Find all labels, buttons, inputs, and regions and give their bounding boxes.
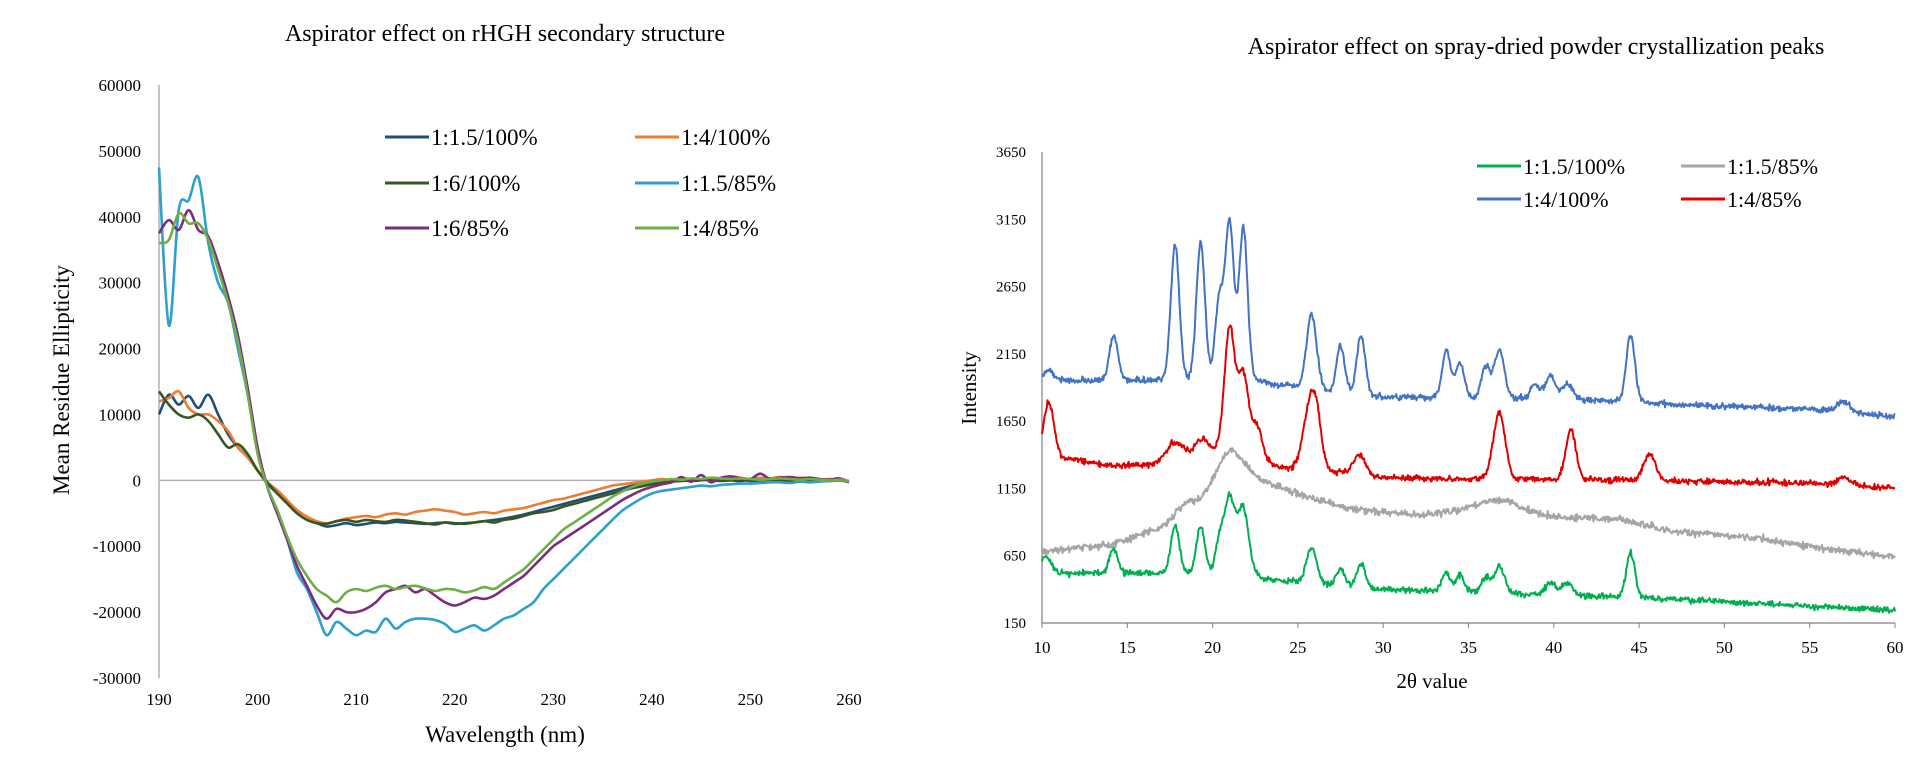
xrd-y-tick-label: 650	[1004, 549, 1027, 565]
xrd-series-line-1	[1041, 491, 1896, 614]
xrd-y-tick-label: 3150	[996, 212, 1026, 228]
xrd-legend-label: 1:4/100%	[1523, 187, 1609, 212]
xrd-x-tick-label: 50	[1716, 638, 1733, 657]
cd-y-tick-label: -30000	[93, 669, 141, 688]
xrd-x-tick-label: 20	[1204, 638, 1221, 657]
cd-x-tick-label: 230	[541, 690, 567, 709]
xrd-plot-area	[1041, 216, 1896, 614]
xrd-x-tick-label: 40	[1545, 638, 1562, 657]
xrd-x-tick-label: 25	[1289, 638, 1306, 657]
cd-legend-label: 1:6/100%	[431, 171, 520, 196]
xrd-x-tick-label: 15	[1119, 638, 1136, 657]
cd-y-axis-label: Mean Residue Ellipticity	[49, 265, 74, 495]
cd-y-tick-label: 60000	[99, 76, 142, 95]
cd-legend-label: 1:1.5/100%	[431, 125, 538, 150]
cd-x-tick-label: 220	[442, 690, 468, 709]
xrd-y-tick-label: 3650	[996, 145, 1026, 161]
xrd-y-tick-label: 2150	[996, 347, 1026, 363]
xrd-legend: 1:1.5/100% 1:1.5/85% 1:4/100% 1:4/85%	[1477, 154, 1818, 212]
xrd-chart-title: Aspirator effect on spray-dried powder c…	[1248, 34, 1825, 60]
cd-x-tick-label: 190	[146, 690, 172, 709]
cd-series-line-6	[158, 211, 850, 604]
xrd-x-tick-label: 10	[1034, 638, 1051, 657]
cd-chart: Aspirator effect on rHGH secondary struc…	[49, 21, 862, 747]
cd-x-tick-label: 250	[738, 690, 764, 709]
xrd-series-line-4	[1041, 324, 1896, 492]
cd-y-tick-label: 50000	[99, 142, 142, 161]
cd-legend-label: 1:4/100%	[681, 125, 770, 150]
xrd-axes: 150 650 1150 1650 2150 2650 3150 3650 10 15 20 25 30…	[996, 145, 1904, 657]
xrd-x-tick-label: 30	[1375, 638, 1392, 657]
cd-y-tick-label: -20000	[93, 603, 141, 622]
cd-series-line-3	[157, 390, 850, 526]
cd-y-tick-label: 20000	[99, 340, 142, 359]
xrd-x-axis-label: 2θ value	[1396, 669, 1467, 693]
cd-x-tick-label: 240	[639, 690, 665, 709]
xrd-x-tick-label: 60	[1887, 638, 1904, 657]
cd-legend-label: 1:6/85%	[431, 216, 509, 241]
xrd-x-tick-label: 55	[1801, 638, 1818, 657]
cd-legend-label: 1:1.5/85%	[681, 171, 776, 196]
cd-x-axis-label: Wavelength (nm)	[425, 722, 585, 747]
cd-x-tick-label: 200	[245, 690, 271, 709]
xrd-y-tick-label: 1650	[996, 414, 1026, 430]
cd-y-tick-label: -10000	[93, 537, 141, 556]
cd-axes: -30000 -20000 -10000 0 10000 20000 30000 40000 5…	[93, 76, 862, 709]
cd-series-line-5	[157, 208, 850, 620]
xrd-legend-label: 1:4/85%	[1727, 187, 1802, 212]
cd-series-line-1	[157, 393, 850, 528]
cd-x-tick-label: 260	[836, 690, 862, 709]
cd-y-tick-label: 0	[133, 471, 142, 490]
xrd-series-line-2	[1041, 447, 1896, 560]
xrd-x-tick-label: 35	[1460, 638, 1477, 657]
xrd-chart: Aspirator effect on spray-dried powder c…	[957, 34, 1904, 693]
xrd-y-tick-label: 1150	[997, 481, 1026, 497]
cd-plot-area	[157, 167, 850, 637]
cd-legend-label: 1:4/85%	[681, 216, 759, 241]
cd-series-line-2	[158, 389, 850, 525]
xrd-x-tick-label: 45	[1631, 638, 1648, 657]
cd-chart-title: Aspirator effect on rHGH secondary struc…	[285, 21, 725, 47]
xrd-legend-label: 1:1.5/100%	[1523, 154, 1625, 179]
cd-y-tick-label: 30000	[99, 274, 142, 293]
cd-x-tick-label: 210	[343, 690, 369, 709]
xrd-y-tick-label: 2650	[996, 280, 1026, 296]
xrd-legend-label: 1:1.5/85%	[1727, 154, 1818, 179]
cd-y-tick-label: 40000	[99, 208, 142, 227]
xrd-series-line-3	[1041, 216, 1896, 420]
cd-y-tick-label: 10000	[99, 405, 142, 424]
xrd-y-axis-label: Intensity	[957, 351, 981, 425]
xrd-y-tick-label: 150	[1004, 616, 1027, 632]
cd-legend: 1:1.5/100% 1:4/100% 1:6/100% 1:1.5/85% 1:6/8…	[385, 125, 776, 241]
